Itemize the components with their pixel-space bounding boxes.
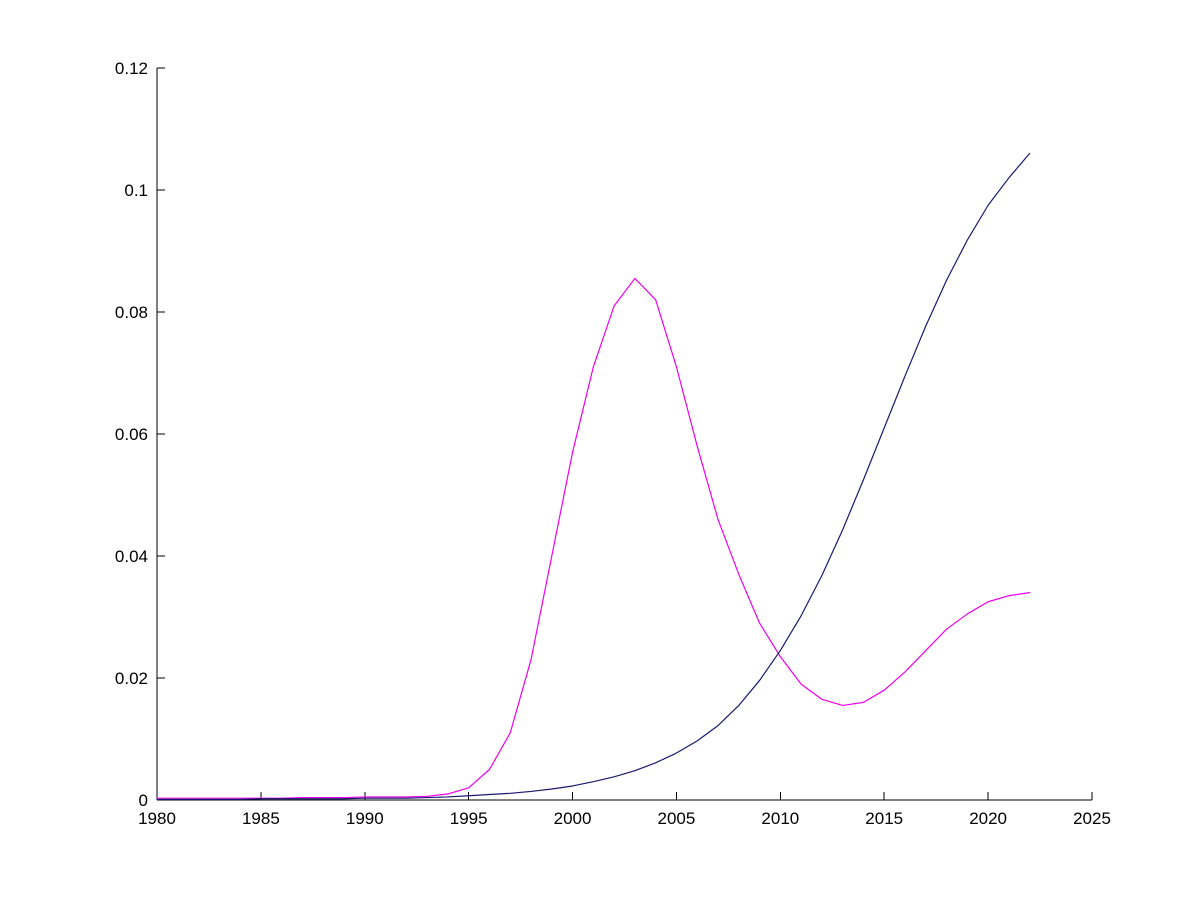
y-tick-label: 0.02 bbox=[115, 669, 148, 688]
dark-blue-series-line bbox=[156, 152, 1031, 800]
y-tick-label: 0.08 bbox=[115, 303, 148, 322]
x-tick-label: 1980 bbox=[138, 809, 176, 828]
x-tick-label: 1995 bbox=[450, 809, 488, 828]
y-tick-label: 0.12 bbox=[115, 59, 148, 78]
x-tick-label: 2005 bbox=[658, 809, 696, 828]
y-tick-label: 0.06 bbox=[115, 425, 148, 444]
x-tick-label: 2020 bbox=[969, 809, 1007, 828]
y-tick-label: 0.1 bbox=[124, 181, 148, 200]
y-tick-label: 0.04 bbox=[115, 547, 148, 566]
x-tick-label: 2010 bbox=[761, 809, 799, 828]
x-tick-label: 2025 bbox=[1073, 809, 1111, 828]
x-tick-label: 1990 bbox=[346, 809, 384, 828]
y-tick-label: 0 bbox=[139, 791, 148, 810]
x-tick-label: 2000 bbox=[554, 809, 592, 828]
x-tick-label: 1985 bbox=[242, 809, 280, 828]
magenta-series-line bbox=[156, 277, 1031, 799]
x-tick-label: 2015 bbox=[865, 809, 903, 828]
